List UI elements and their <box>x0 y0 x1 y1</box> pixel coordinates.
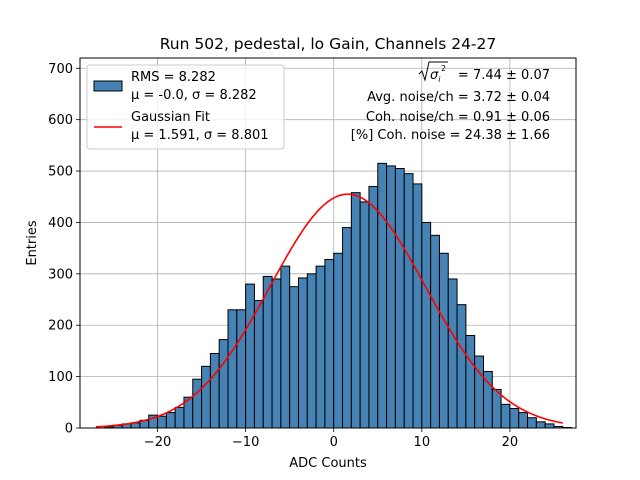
y-tick-label: 400 <box>48 216 73 231</box>
histogram-bar <box>262 275 273 429</box>
histogram-bar <box>491 388 502 429</box>
y-axis-ticks: 0 100 200 300 400 500 600 700 <box>48 62 80 437</box>
y-tick-label: 0 <box>65 422 73 437</box>
legend-fit-stats: μ = 1.591, σ = 8.801 <box>131 128 269 143</box>
histogram-bar <box>245 283 255 429</box>
chart-title: Run 502, pedestal, lo Gain, Channels 24-… <box>160 35 497 53</box>
legend-fit-label: Gaussian Fit <box>131 110 210 125</box>
histogram-bar <box>518 412 529 429</box>
x-tick-label: −10 <box>232 435 259 450</box>
annotation-sigma-symbol: σ <box>430 68 439 83</box>
legend-histogram-label: RMS = 8.282 <box>131 70 216 85</box>
x-tick-label: −20 <box>144 435 171 450</box>
x-tick-label: 20 <box>502 435 519 450</box>
histogram-bar <box>236 309 247 429</box>
histogram-bar <box>474 355 484 429</box>
histogram-bar <box>280 265 291 429</box>
annotation-avg-noise: Avg. noise/ch = 3.72 ± 0.04 <box>367 90 550 105</box>
histogram-bar <box>315 265 326 429</box>
histogram-bar <box>412 183 423 429</box>
histogram-bar <box>403 173 414 429</box>
annotation-coh-noise-percent: [%] Coh. noise = 24.38 ± 1.66 <box>351 128 550 143</box>
y-tick-label: 600 <box>48 113 73 128</box>
annotation-coh-noise: Coh. noise/ch = 0.91 ± 0.06 <box>366 110 550 125</box>
y-tick-label: 700 <box>48 62 73 77</box>
histogram-bar <box>430 234 440 429</box>
x-axis-ticks: −20 −10 0 10 20 <box>144 428 518 450</box>
histogram-bar <box>174 406 185 429</box>
histogram-bar <box>201 365 211 429</box>
x-tick-label: 0 <box>330 435 338 450</box>
sqrt-radical-icon <box>418 61 448 82</box>
histogram-bar <box>324 258 335 429</box>
histogram-bar <box>157 415 167 429</box>
histogram-bar <box>394 167 405 429</box>
histogram-bar <box>218 339 229 429</box>
histogram-bar <box>377 162 388 429</box>
y-tick-label: 500 <box>48 165 73 180</box>
histogram-bar <box>359 201 370 429</box>
histogram-bar <box>447 278 458 429</box>
annotation-sigma-sub: i <box>438 75 441 84</box>
histogram-bar <box>456 304 467 429</box>
x-axis-label: ADC Counts <box>289 456 367 471</box>
histogram-bar <box>386 165 396 429</box>
histogram-bar <box>192 378 203 429</box>
histogram-bar <box>342 227 352 429</box>
histogram-bar <box>350 192 361 429</box>
annotations: σi 2 = 7.44 ± 0.07 Avg. noise/ch = 3.72 … <box>351 61 550 143</box>
histogram-bar <box>544 423 555 429</box>
plot-frame <box>79 57 577 429</box>
histogram-bar <box>209 352 220 429</box>
legend-histogram-stats: μ = -0.0, σ = 8.282 <box>131 88 257 103</box>
histogram-bar <box>438 252 449 429</box>
svg-text:σi: σi <box>430 68 441 84</box>
histogram-bar <box>289 286 299 429</box>
annotation-sigma-sum: σi 2 = 7.44 ± 0.07 <box>418 61 550 84</box>
histogram-bar <box>535 421 546 429</box>
histogram-bar <box>509 407 520 429</box>
histogram-bars <box>104 162 573 429</box>
histogram-bar <box>421 221 432 429</box>
legend: RMS = 8.282 μ = -0.0, σ = 8.282 Gaussian… <box>86 64 285 150</box>
annotation-sigma-sup: 2 <box>441 64 446 73</box>
y-axis-label: Entries <box>25 220 40 266</box>
gaussian-fit-curve <box>95 193 563 428</box>
annotation-sigma-value: = 7.44 ± 0.07 <box>458 68 550 83</box>
histogram-bar <box>527 417 537 429</box>
legend-box <box>86 64 285 150</box>
histogram-bar <box>165 412 176 429</box>
legend-histogram-swatch <box>93 80 123 92</box>
histogram-bar <box>297 277 308 429</box>
x-tick-label: 10 <box>414 435 431 450</box>
y-tick-label: 200 <box>48 319 73 334</box>
histogram-bar <box>253 300 264 429</box>
histogram-bar <box>500 403 511 429</box>
y-tick-label: 100 <box>48 370 73 385</box>
y-tick-label: 300 <box>48 267 73 282</box>
histogram-bar <box>333 252 344 429</box>
histogram-bar <box>465 335 476 429</box>
histogram-bar <box>271 278 282 429</box>
histogram-bar <box>227 309 238 429</box>
histogram-bar <box>368 185 379 429</box>
histogram-bar <box>306 273 317 429</box>
